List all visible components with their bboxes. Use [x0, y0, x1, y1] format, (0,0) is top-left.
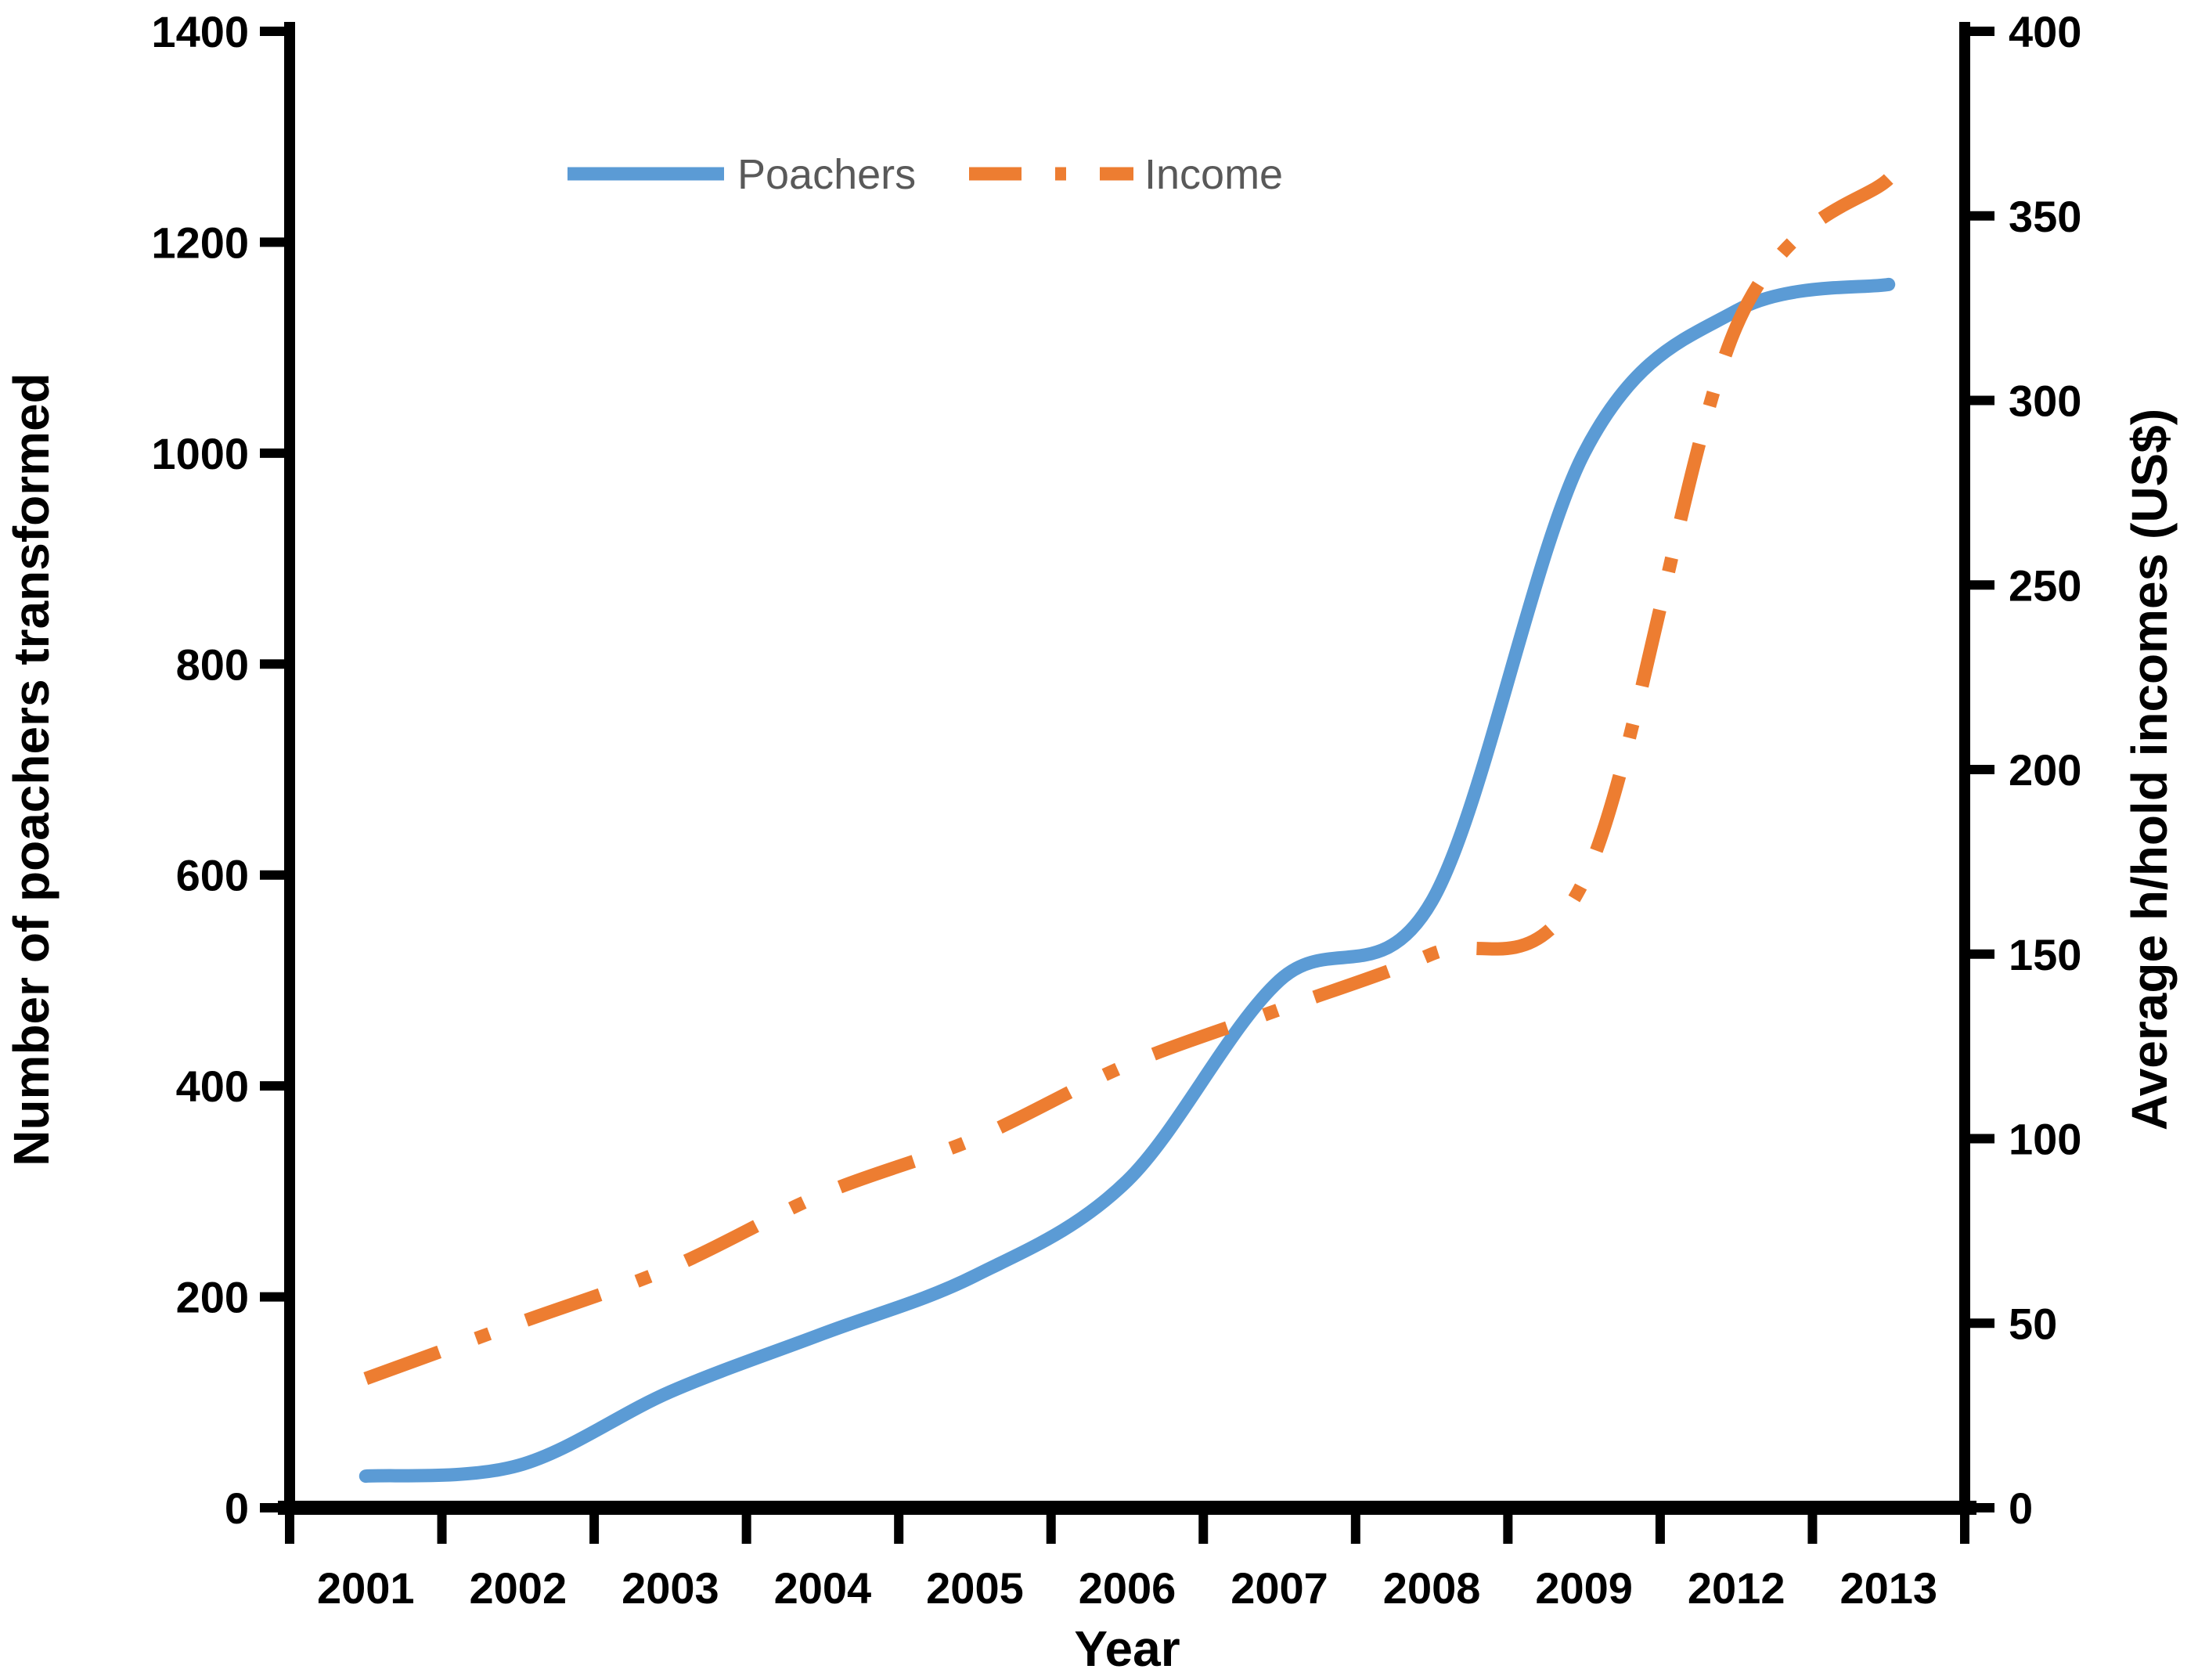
left-tick-label-1400: 1400	[151, 7, 249, 56]
x-category-label-2009: 2009	[1535, 1563, 1633, 1613]
left-tick-label-1200: 1200	[151, 218, 249, 267]
x-category-label-2001: 2001	[317, 1563, 415, 1613]
x-category-label-2012: 2012	[1688, 1563, 1785, 1613]
right-tick-label-0: 0	[2009, 1484, 2033, 1533]
right-tick-label-250: 250	[2009, 561, 2081, 610]
x-category-label-2008: 2008	[1383, 1563, 1481, 1613]
right-tick-label-300: 300	[2009, 377, 2081, 426]
right-tick-label-200: 200	[2009, 745, 2081, 795]
right-tick-label-100: 100	[2009, 1115, 2081, 1164]
left-tick-label-600: 600	[176, 851, 249, 900]
x-axis-title: Year	[1074, 1621, 1180, 1677]
left-tick-label-1000: 1000	[151, 429, 249, 478]
series-line-income	[363, 174, 1894, 1385]
right-axis-title: Average h/hold incomes (US$)	[2121, 409, 2178, 1130]
legend-label-poachers: Poachers	[737, 151, 916, 198]
x-category-label-2004: 2004	[774, 1563, 872, 1613]
legend-label-income: Income	[1144, 151, 1283, 198]
right-tick-label-350: 350	[2009, 192, 2081, 241]
x-category-label-2006: 2006	[1079, 1563, 1176, 1613]
legend: Poachers Income	[568, 151, 1283, 198]
right-tick-label-400: 400	[2009, 7, 2081, 56]
left-tick-label-800: 800	[176, 640, 249, 689]
series-layer	[359, 174, 1896, 1484]
x-category-label-2003: 2003	[622, 1563, 719, 1613]
left-tick-label-200: 200	[176, 1273, 249, 1322]
left-tick-label-400: 400	[176, 1062, 249, 1111]
left-tick-label-0: 0	[225, 1484, 249, 1533]
right-tick-label-150: 150	[2009, 930, 2081, 979]
x-category-label-2007: 2007	[1231, 1563, 1328, 1613]
right-tick-label-50: 50	[2009, 1299, 2057, 1348]
left-axis-title: Number of poachers transformed	[3, 373, 59, 1166]
x-category-label-2005: 2005	[926, 1563, 1024, 1613]
x-category-label-2013: 2013	[1839, 1563, 1937, 1613]
series-line-poachers	[359, 277, 1896, 1484]
axes-layer	[260, 22, 1994, 1544]
tick-label-layer: 0 200 400 600 800 1000 1200 1400 0 50 100 150 200 250…	[151, 7, 2081, 1613]
x-category-label-2002: 2002	[470, 1563, 568, 1613]
